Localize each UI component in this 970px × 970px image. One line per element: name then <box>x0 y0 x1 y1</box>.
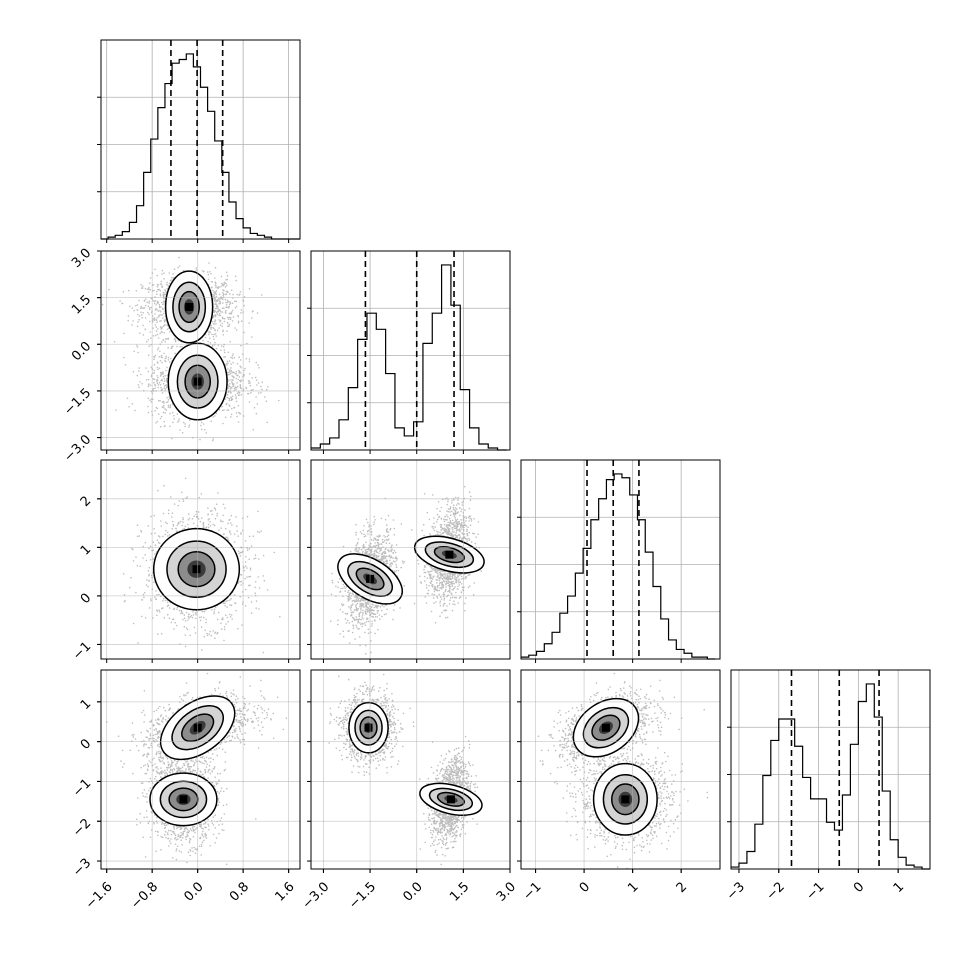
contour-line <box>178 290 200 324</box>
density-peak <box>446 795 455 804</box>
density-peak <box>601 723 610 732</box>
contour-line <box>355 567 385 591</box>
contour-line <box>177 551 216 588</box>
scatter-panel-3-0: −3 −2 −1 0 1 −1.6 −0.8 0.0 0.8 1.6 <box>70 669 301 912</box>
contour-line <box>172 281 207 333</box>
y-tick-label: 0.0 <box>69 339 94 364</box>
x-tick-label: −2 <box>764 879 788 903</box>
contour-line <box>164 270 214 344</box>
density-peak <box>364 723 373 732</box>
x-tick-label: 1 <box>625 879 641 895</box>
contour-line <box>610 783 640 816</box>
x-tick-label: 1.5 <box>447 879 472 904</box>
panel-frame <box>520 669 721 870</box>
panel-frame <box>100 250 301 451</box>
panel-frame <box>100 459 301 660</box>
y-tick-label: −1.5 <box>61 386 94 419</box>
corner-panels: −3 −2 −1 0 1−3.0−1.50.01.53.0−1012−3−2−101−1… <box>61 39 931 912</box>
x-tick-label: 0.0 <box>401 879 426 904</box>
contour-line <box>602 773 649 825</box>
histogram-step <box>101 53 300 240</box>
x-tick-label: 0.0 <box>181 879 206 904</box>
contour-line <box>159 695 236 761</box>
contour-line <box>419 782 483 816</box>
contour-line <box>152 527 241 611</box>
scatter-points <box>328 673 480 866</box>
y-tick-label: 3.0 <box>69 246 94 271</box>
y-tick-label: −1 <box>70 639 94 663</box>
panel-frame <box>520 459 721 660</box>
panel-frame <box>310 669 511 870</box>
x-tick-label: −1 <box>520 879 544 903</box>
scatter-panel-3-1: −3.0 −1.5 0.0 1.5 3.0 <box>300 669 519 912</box>
y-tick-label: 2 <box>78 494 94 510</box>
x-tick-label: −3.0 <box>300 879 333 912</box>
panel-frame <box>730 669 931 870</box>
histogram-panel-0 <box>97 39 301 243</box>
panel-content <box>537 672 709 869</box>
density-peak <box>445 550 454 559</box>
x-tick-label: 0 <box>577 879 593 895</box>
y-tick-label: 0 <box>78 591 94 607</box>
histogram-panel-2 <box>517 459 721 663</box>
x-tick-label: −0.8 <box>128 879 161 912</box>
x-tick-label: −3 <box>724 879 748 903</box>
contour-line <box>181 713 215 743</box>
panel-frame <box>310 459 511 660</box>
contour-line <box>413 535 485 574</box>
y-tick-label: 0 <box>78 736 94 752</box>
contour-line <box>433 546 465 564</box>
panel-frame <box>100 39 301 240</box>
y-tick-label: −3 <box>70 856 94 880</box>
density-peak <box>179 795 188 804</box>
histogram-panel-3: −3 −2 −1 0 1 <box>724 669 931 904</box>
contour-line <box>428 787 474 812</box>
y-tick-label: −2 <box>70 816 94 840</box>
x-tick-label: −1 <box>803 879 827 903</box>
contour-line <box>572 697 640 758</box>
x-tick-label: 3.0 <box>494 879 519 904</box>
contour-line <box>591 714 621 741</box>
y-tick-label: −3.0 <box>61 432 94 465</box>
panel-frame <box>100 669 301 870</box>
panel-content <box>329 485 485 655</box>
x-tick-label: 0.8 <box>227 879 252 904</box>
panel-content <box>101 256 280 442</box>
y-tick-label: 1 <box>78 542 94 558</box>
histogram-step <box>521 473 716 660</box>
panel-content <box>106 672 288 866</box>
x-tick-label: −1.5 <box>346 879 379 912</box>
scatter-panel-2-1 <box>307 459 511 663</box>
panel-content <box>122 477 281 654</box>
density-peak <box>192 565 201 574</box>
panel-frame <box>310 250 511 451</box>
histogram-step <box>311 264 507 451</box>
contour-line <box>166 540 227 598</box>
y-tick-label: −1 <box>70 776 94 800</box>
contour-line <box>592 762 658 836</box>
scatter-panel-1-0: −3.0 −1.5 0.0 1.5 3.0 <box>61 246 301 465</box>
contour-line <box>436 791 465 807</box>
x-tick-label: 1.6 <box>272 879 297 904</box>
scatter-panel-3-2: −1 0 1 2 <box>517 669 721 904</box>
contour-line <box>354 709 383 746</box>
contour-line <box>347 560 394 597</box>
contour-line <box>424 541 475 569</box>
y-tick-label: 1.5 <box>69 292 94 317</box>
histogram-step <box>731 683 930 870</box>
x-tick-label: −1.6 <box>83 879 116 912</box>
contour-line <box>149 772 218 827</box>
x-tick-label: 1 <box>891 879 907 895</box>
x-tick-label: 2 <box>674 879 690 895</box>
scatter-panel-2-0: −1 0 1 2 <box>70 459 301 663</box>
density-peak <box>185 302 194 311</box>
panel-content <box>328 673 483 866</box>
y-tick-label: 1 <box>78 697 94 713</box>
contour-line <box>359 716 378 740</box>
contour-line <box>348 701 389 754</box>
x-tick-label: 0 <box>851 879 867 895</box>
histogram-panel-1 <box>307 250 511 454</box>
density-peak <box>621 795 630 804</box>
